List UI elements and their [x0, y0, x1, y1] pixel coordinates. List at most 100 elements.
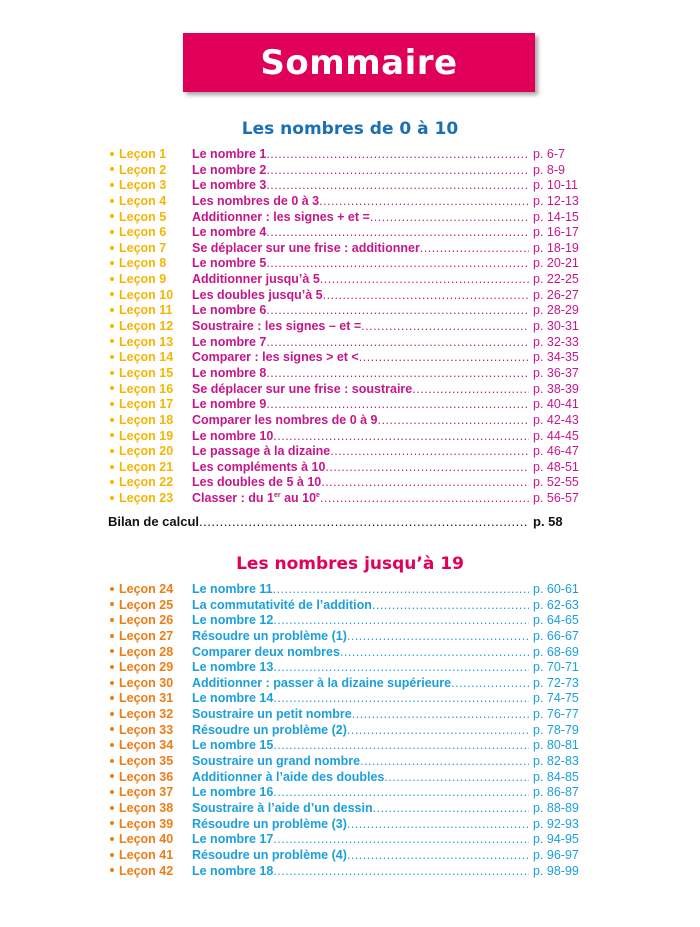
lesson-row[interactable]: Leçon 14 Comparer : les signes > et < p. 3…	[108, 350, 583, 366]
lesson-number: Leçon 34	[119, 738, 174, 753]
dot-leader	[266, 335, 529, 351]
lesson-title: Comparer deux nombres	[192, 644, 340, 659]
dot-leader	[273, 738, 529, 754]
bullet-icon	[110, 821, 114, 826]
lesson-label: Leçon 17	[108, 397, 192, 413]
lesson-row[interactable]: Leçon 27 Résoudre un problème (1) p. 66-67	[108, 629, 583, 645]
lesson-title: Résoudre un problème (3)	[192, 816, 347, 831]
lesson-row[interactable]: Leçon 39 Résoudre un problème (3) p. 92-93	[108, 817, 583, 833]
lesson-label: Leçon 36	[108, 770, 192, 786]
bullet-icon	[110, 401, 114, 406]
lesson-row[interactable]: Leçon 8 Le nombre 5 p. 20-21	[108, 256, 583, 272]
lesson-row[interactable]: Leçon 42 Le nombre 18 p. 98-99	[108, 864, 583, 880]
lesson-page: p. 92-93	[533, 816, 579, 831]
dot-leader	[372, 598, 529, 614]
bullet-icon	[110, 323, 114, 328]
lesson-row[interactable]: Leçon 32 Soustraire un petit nombre p. 76-…	[108, 707, 583, 723]
lesson-row[interactable]: Leçon 16 Se déplacer sur une frise : sous…	[108, 382, 583, 398]
lesson-row[interactable]: Leçon 17 Le nombre 9 p. 40-41	[108, 397, 583, 413]
lesson-row[interactable]: Leçon 22 Les doubles de 5 à 10 p. 52-55	[108, 475, 583, 491]
lesson-label: Leçon 40	[108, 832, 192, 848]
lesson-row[interactable]: Leçon 9 Additionner jusqu’à 5 p. 22-25	[108, 272, 583, 288]
bullet-icon	[110, 774, 114, 779]
lesson-row[interactable]: Leçon 3 Le nombre 3 p. 10-11	[108, 178, 583, 194]
lesson-title: Classer : du 1er au 10e	[192, 491, 320, 507]
lesson-row[interactable]: Leçon 25 La commutativité de l’addition p.…	[108, 598, 583, 614]
lesson-title: Se déplacer sur une frise : soustraire	[192, 381, 413, 396]
lesson-row[interactable]: Leçon 29 Le nombre 13 p. 70-71	[108, 660, 583, 676]
lesson-row[interactable]: Leçon 20 Le passage à la dizaine p. 46-47	[108, 444, 583, 460]
dot-leader	[330, 444, 529, 460]
lesson-row[interactable]: Leçon 7 Se déplacer sur une frise : addit…	[108, 241, 583, 257]
lesson-row[interactable]: Leçon 24 Le nombre 11 p. 60-61	[108, 582, 583, 598]
lesson-page: p. 62-63	[533, 597, 579, 612]
lesson-number: Leçon 20	[119, 444, 174, 459]
lesson-title-part: Classer : du 1	[192, 491, 274, 506]
bullet-icon	[110, 758, 114, 763]
lesson-label: Leçon 16	[108, 382, 192, 398]
bullet-icon	[110, 151, 114, 156]
lesson-row[interactable]: Leçon 19 Le nombre 10 p. 44-45	[108, 429, 583, 445]
lesson-row[interactable]: Leçon 30 Additionner : passer à la dizain…	[108, 676, 583, 692]
lesson-row[interactable]: Leçon 5 Additionner : les signes + et = p.…	[108, 210, 583, 226]
lesson-number: Leçon 14	[119, 350, 174, 365]
dot-leader	[451, 676, 529, 692]
bullet-icon	[110, 182, 114, 187]
bullet-icon	[110, 229, 114, 234]
lesson-row[interactable]: Leçon 1 Le nombre 1 p. 6-7	[108, 147, 583, 163]
lesson-row[interactable]: Leçon 34 Le nombre 15 p. 80-81	[108, 738, 583, 754]
lesson-label: Leçon 18	[108, 413, 192, 429]
lesson-title: Soustraire à l’aide d’un dessin	[192, 800, 373, 815]
lesson-number: Leçon 37	[119, 785, 174, 800]
lesson-page: p. 26-27	[533, 287, 579, 302]
lesson-row[interactable]: Leçon 6 Le nombre 4 p. 16-17	[108, 225, 583, 241]
lesson-row[interactable]: Leçon 4 Les nombres de 0 à 3 p. 12-13	[108, 194, 583, 210]
lesson-row[interactable]: Leçon 31 Le nombre 14 p. 74-75	[108, 691, 583, 707]
lesson-row[interactable]: Leçon 15 Le nombre 8 p. 36-37	[108, 366, 583, 382]
lesson-row[interactable]: Leçon 13 Le nombre 7 p. 32-33	[108, 335, 583, 351]
lesson-row[interactable]: Leçon 36 Additionner à l’aide des doubles…	[108, 770, 583, 786]
lesson-row[interactable]: Leçon 10 Les doubles jusqu’à 5 p. 26-27	[108, 288, 583, 304]
dot-leader	[266, 147, 529, 163]
lesson-label: Leçon 12	[108, 319, 192, 335]
dot-leader	[266, 303, 529, 319]
dot-leader	[266, 178, 529, 194]
lesson-label: Leçon 35	[108, 754, 192, 770]
lesson-row[interactable]: Leçon 33 Résoudre un problème (2) p. 78-79	[108, 723, 583, 739]
bullet-icon	[110, 617, 114, 622]
lesson-number: Leçon 33	[119, 722, 174, 737]
dot-leader	[340, 645, 529, 661]
lesson-row[interactable]: Leçon 11 Le nombre 6 p. 28-29	[108, 303, 583, 319]
dot-leader	[266, 163, 529, 179]
bilan-row[interactable]: Bilan de calcul p. 58	[108, 514, 583, 530]
lesson-row[interactable]: Leçon 18 Comparer les nombres de 0 à 9 p. …	[108, 413, 583, 429]
lesson-number: Leçon 2	[119, 162, 167, 177]
lesson-row[interactable]: Leçon 23 Classer : du 1er au 10e p. 56-57	[108, 491, 583, 507]
lesson-title: Comparer les nombres de 0 à 9	[192, 412, 378, 427]
lesson-number: Leçon 1	[119, 147, 167, 161]
lesson-row[interactable]: Leçon 40 Le nombre 17 p. 94-95	[108, 832, 583, 848]
lesson-number: Leçon 8	[119, 256, 167, 271]
lesson-row[interactable]: Leçon 28 Comparer deux nombres p. 68-69	[108, 645, 583, 661]
lesson-row[interactable]: Leçon 21 Les compléments à 10 p. 48-51	[108, 460, 583, 476]
lesson-row[interactable]: Leçon 2 Le nombre 2 p. 8-9	[108, 163, 583, 179]
lesson-row[interactable]: Leçon 37 Le nombre 16 p. 86-87	[108, 785, 583, 801]
lesson-row[interactable]: Leçon 35 Soustraire un grand nombre p. 82-…	[108, 754, 583, 770]
lesson-label: Leçon 23	[108, 491, 192, 507]
lesson-title: Additionner : les signes + et =	[192, 209, 370, 224]
lesson-label: Leçon 39	[108, 817, 192, 833]
lesson-title: Soustraire un grand nombre	[192, 754, 361, 769]
dot-leader	[347, 723, 529, 739]
lesson-row[interactable]: Leçon 41 Résoudre un problème (4) p. 96-97	[108, 848, 583, 864]
lesson-label: Leçon 21	[108, 460, 192, 476]
lesson-row[interactable]: Leçon 38 Soustraire à l’aide d’un dessin p…	[108, 801, 583, 817]
lesson-row[interactable]: Leçon 12 Soustraire : les signes – et = p.…	[108, 319, 583, 335]
lesson-row[interactable]: Leçon 26 Le nombre 12 p. 64-65	[108, 613, 583, 629]
dot-leader	[359, 350, 529, 366]
bullet-icon	[110, 680, 114, 685]
lesson-label: Leçon 38	[108, 801, 192, 817]
lesson-label: Leçon 37	[108, 785, 192, 801]
lesson-page: p. 34-35	[533, 350, 579, 365]
lesson-label: Leçon 32	[108, 707, 192, 723]
lesson-title: Le nombre 2	[192, 162, 267, 177]
